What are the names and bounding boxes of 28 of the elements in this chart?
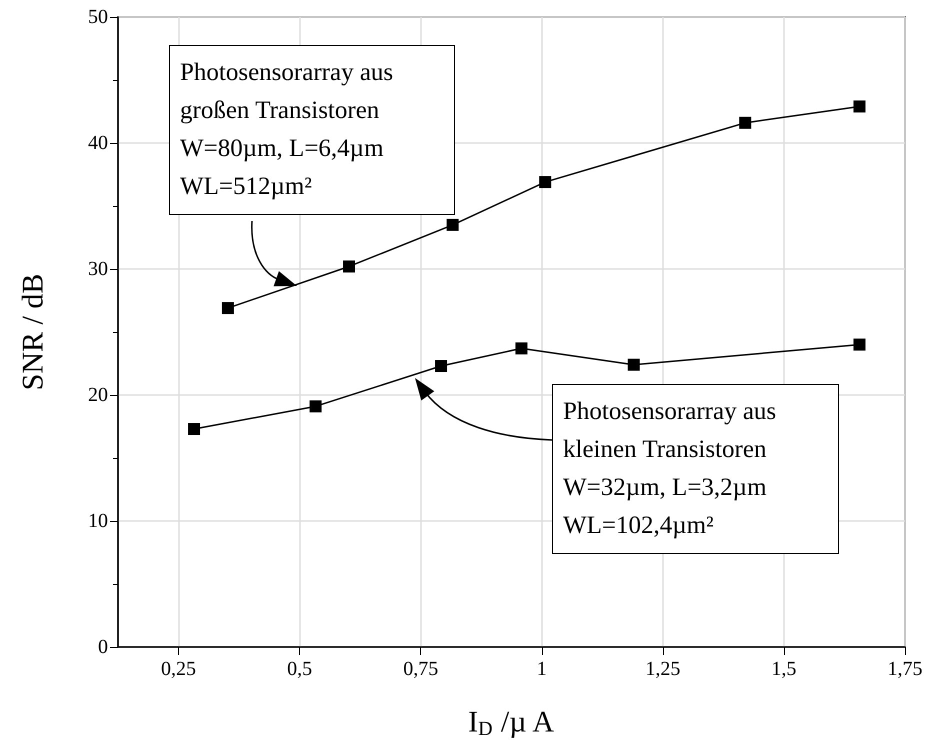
point [188, 423, 200, 436]
point [310, 400, 322, 412]
point [853, 100, 866, 112]
y-tick-label: 40 [88, 132, 108, 154]
x-tick-label: 1,75 [888, 658, 922, 680]
point [435, 360, 448, 372]
point [343, 260, 356, 272]
point [222, 302, 234, 314]
y-tick-label: 10 [88, 510, 108, 532]
point [539, 176, 552, 188]
x-tick-label: 1,5 [771, 658, 796, 680]
annotation: Photosensorarray aus großen Transistoren W=80µm, L=6,4µm WL=512µm² [169, 45, 455, 215]
x-tick-label: 0,25 [161, 658, 196, 680]
y-tick-label: 20 [88, 384, 108, 406]
point [446, 218, 459, 231]
x-tick-label: 1 [536, 658, 547, 680]
point [853, 338, 866, 351]
y-tick-label: 0 [98, 636, 108, 658]
x-tick-label: 0,75 [403, 658, 438, 680]
y-tick-label: 50 [88, 6, 108, 28]
y-axis-title: SNR / dB [16, 274, 50, 390]
point [739, 116, 752, 129]
point [515, 342, 528, 354]
point [628, 358, 640, 371]
x-tick-label: 0,5 [287, 658, 312, 680]
annotation: Photosensorarray aus kleinen Transistoren W=32µm, L=3,2µm WL=102,4µm² [552, 384, 839, 554]
y-tick-label: 30 [88, 258, 108, 280]
x-tick-label: 1,25 [645, 658, 680, 680]
